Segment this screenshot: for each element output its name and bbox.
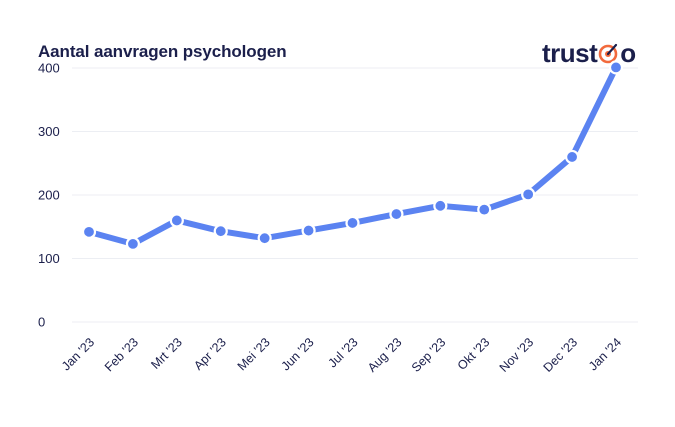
data-point bbox=[521, 187, 536, 202]
x-tick-label: Sep '23 bbox=[409, 335, 449, 375]
x-tick-label: Mrt '23 bbox=[148, 335, 185, 372]
y-tick-label: 100 bbox=[38, 251, 60, 266]
y-tick-label: 200 bbox=[38, 188, 60, 203]
gridlines bbox=[72, 67, 638, 323]
data-point bbox=[477, 202, 492, 217]
data-point bbox=[345, 215, 360, 231]
data-point bbox=[81, 224, 97, 239]
x-tick-label: Dec '23 bbox=[541, 335, 581, 375]
x-tick-label: Aug '23 bbox=[365, 335, 405, 375]
data-point bbox=[301, 223, 316, 238]
data-point bbox=[564, 149, 580, 165]
logo-text-end: o bbox=[620, 37, 636, 68]
y-tick-label: 400 bbox=[38, 61, 60, 76]
data-point bbox=[213, 224, 228, 239]
brand-logo: trust o bbox=[542, 36, 636, 70]
y-tick-label: 300 bbox=[38, 124, 60, 139]
x-tick-label: Nov '23 bbox=[497, 335, 537, 375]
data-point bbox=[389, 206, 404, 222]
x-tick-label: Okt '23 bbox=[455, 335, 493, 373]
x-tick-label: Apr '23 bbox=[191, 335, 229, 373]
x-axis-ticks: Jan '23 Feb '23 Mrt '23 Apr '23 Mei '23 Jun '… bbox=[59, 335, 624, 375]
y-axis-ticks: 0 100 200 300 400 bbox=[38, 61, 60, 330]
x-tick-label: Jan '24 bbox=[586, 335, 624, 373]
x-tick-label: Feb '23 bbox=[102, 335, 141, 374]
series-layer bbox=[81, 60, 624, 252]
chart-title: Aantal aanvragen psychologen bbox=[38, 42, 287, 61]
x-tick-label: Mei '23 bbox=[235, 335, 273, 373]
data-point bbox=[433, 198, 448, 213]
x-tick-label: Jun '23 bbox=[279, 335, 317, 373]
data-point bbox=[169, 213, 184, 228]
target-icon bbox=[598, 43, 618, 64]
data-point bbox=[257, 231, 272, 246]
data-point bbox=[125, 236, 141, 252]
x-tick-label: Jul '23 bbox=[325, 335, 360, 370]
x-tick-label: Jan '23 bbox=[59, 335, 97, 373]
data-point bbox=[608, 60, 624, 75]
y-tick-label: 0 bbox=[38, 315, 45, 330]
logo-text-start: trust bbox=[542, 37, 598, 68]
